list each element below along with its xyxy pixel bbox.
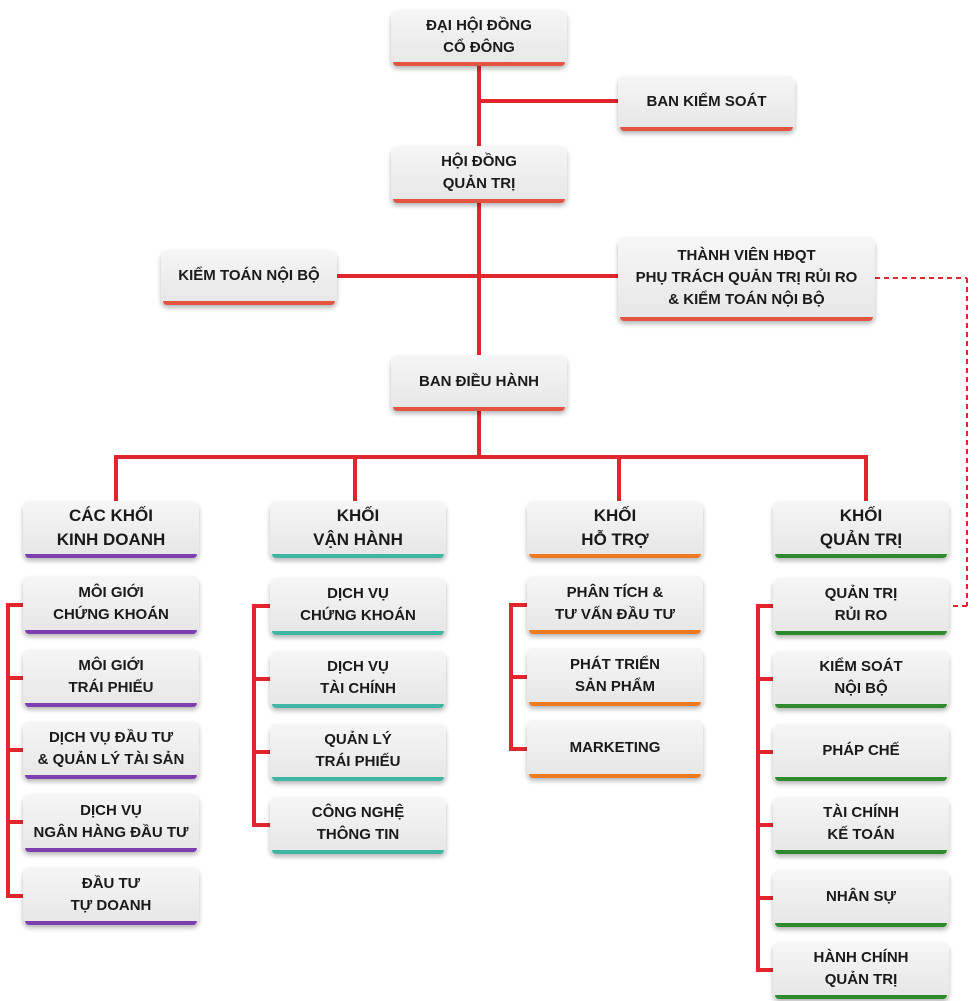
risk-audit-member-box[interactable]: THÀNH VIÊN HĐQT PHỤ TRÁCH QUẢN TRỊ RỦI R…: [618, 237, 875, 321]
executive-board-box[interactable]: BAN ĐIỀU HÀNH: [391, 355, 567, 411]
operations-block-header[interactable]: KHỐI VẬN HÀNH: [270, 501, 446, 558]
support-item-marketing[interactable]: MARKETING: [527, 720, 703, 778]
business-item-label: MÔI GIỚI TRÁI PHIẾU: [68, 656, 154, 696]
management-item-internal-control[interactable]: KIỂM SOÁT NỘI BỘ: [773, 651, 949, 708]
operations-item-financial-services[interactable]: DỊCH VỤ TÀI CHÍNH: [270, 651, 446, 708]
supervisory-board-box[interactable]: BAN KIỂM SOÁT: [618, 76, 795, 131]
management-item-label: HÀNH CHÍNH QUẢN TRỊ: [813, 949, 909, 988]
management-item-label: NHÂN SỰ: [826, 888, 896, 905]
business-item-label: DỊCH VỤ NGÂN HÀNG ĐẦU TƯ: [33, 801, 189, 841]
management-item-human-resources[interactable]: NHÂN SỰ: [773, 870, 949, 927]
internal-audit-box[interactable]: KIỂM TOÁN NỘI BỘ: [161, 250, 337, 305]
management-item-finance-accounting[interactable]: TÀI CHÍNH KẾ TOÁN: [773, 797, 949, 854]
management-item-label: TÀI CHÍNH KẾ TOÁN: [823, 804, 899, 843]
operations-item-label: QUẢN LÝ TRÁI PHIẾU: [315, 731, 401, 770]
management-block-header[interactable]: KHỐI QUẢN TRỊ: [773, 501, 949, 558]
business-item-label: ĐẦU TƯ TỰ DOANH: [70, 874, 152, 914]
management-item-risk-management[interactable]: QUẢN TRỊ RỦI RO: [773, 578, 949, 635]
internal-audit-label: KIỂM TOÁN NỘI BỘ: [178, 267, 320, 284]
business-item-investment-banking[interactable]: DỊCH VỤ NGÂN HÀNG ĐẦU TƯ: [23, 794, 199, 852]
support-item-product-development[interactable]: PHÁT TRIỂN SẢN PHẨM: [527, 648, 703, 706]
management-item-legal[interactable]: PHÁP CHẾ: [773, 724, 949, 781]
shareholders-label: ĐẠI HỘI ĐỒNG CỔ ĐÔNG: [426, 16, 532, 56]
management-item-label: PHÁP CHẾ: [822, 742, 900, 759]
management-block-title: KHỐI QUẢN TRỊ: [819, 506, 903, 549]
management-item-label: KIỂM SOÁT NỘI BỘ: [819, 658, 903, 697]
support-item-label: MARKETING: [569, 738, 661, 756]
support-item-investment-analysis[interactable]: PHÂN TÍCH & TƯ VẤN ĐẦU TƯ: [527, 576, 703, 634]
business-item-securities-brokerage[interactable]: MÔI GIỚI CHỨNG KHOÁN: [23, 576, 199, 634]
board-of-directors-box[interactable]: HỘI ĐỒNG QUẢN TRỊ: [391, 146, 567, 203]
support-block-header[interactable]: KHỐI HỖ TRỢ: [527, 501, 703, 558]
business-item-bond-brokerage[interactable]: MÔI GIỚI TRÁI PHIẾU: [23, 649, 199, 707]
support-block-title: KHỐI HỖ TRỢ: [581, 506, 649, 549]
supervisory-board-label: BAN KIỂM SOÁT: [646, 93, 767, 110]
shareholders-box[interactable]: ĐẠI HỘI ĐỒNG CỔ ĐÔNG: [391, 10, 567, 66]
business-item-investment-asset-mgmt[interactable]: DỊCH VỤ ĐẦU TƯ & QUẢN LÝ TÀI SẢN: [23, 721, 199, 779]
business-item-label: DỊCH VỤ ĐẦU TƯ & QUẢN LÝ TÀI SẢN: [37, 728, 185, 768]
operations-item-label: CÔNG NGHỆ THÔNG TIN: [311, 804, 405, 843]
business-item-label: MÔI GIỚI CHỨNG KHOÁN: [53, 583, 169, 623]
business-block-header[interactable]: CÁC KHỐI KINH DOANH: [23, 501, 199, 558]
operations-block-title: KHỐI VẬN HÀNH: [313, 506, 403, 549]
business-item-proprietary-trading[interactable]: ĐẦU TƯ TỰ DOANH: [23, 867, 199, 925]
business-block-title: CÁC KHỐI KINH DOANH: [56, 506, 166, 549]
support-item-label: PHÁT TRIỂN SẢN PHẨM: [570, 655, 660, 695]
management-item-label: QUẢN TRỊ RỦI RO: [824, 585, 898, 624]
management-item-administration[interactable]: HÀNH CHÍNH QUẢN TRỊ: [773, 942, 949, 999]
operations-item-bond-management[interactable]: QUẢN LÝ TRÁI PHIẾU: [270, 724, 446, 781]
operations-item-label: DỊCH VỤ TÀI CHÍNH: [320, 658, 396, 697]
risk-audit-member-label: THÀNH VIÊN HĐQT PHỤ TRÁCH QUẢN TRỊ RỦI R…: [635, 246, 858, 308]
board-of-directors-label: HỘI ĐỒNG QUẢN TRỊ: [441, 153, 517, 192]
operations-item-label: DỊCH VỤ CHỨNG KHOÁN: [300, 585, 416, 624]
operations-item-information-technology[interactable]: CÔNG NGHỆ THÔNG TIN: [270, 797, 446, 854]
executive-board-label: BAN ĐIỀU HÀNH: [419, 372, 539, 390]
operations-item-securities-services[interactable]: DỊCH VỤ CHỨNG KHOÁN: [270, 578, 446, 635]
support-item-label: PHÂN TÍCH & TƯ VẤN ĐẦU TƯ: [555, 583, 675, 623]
